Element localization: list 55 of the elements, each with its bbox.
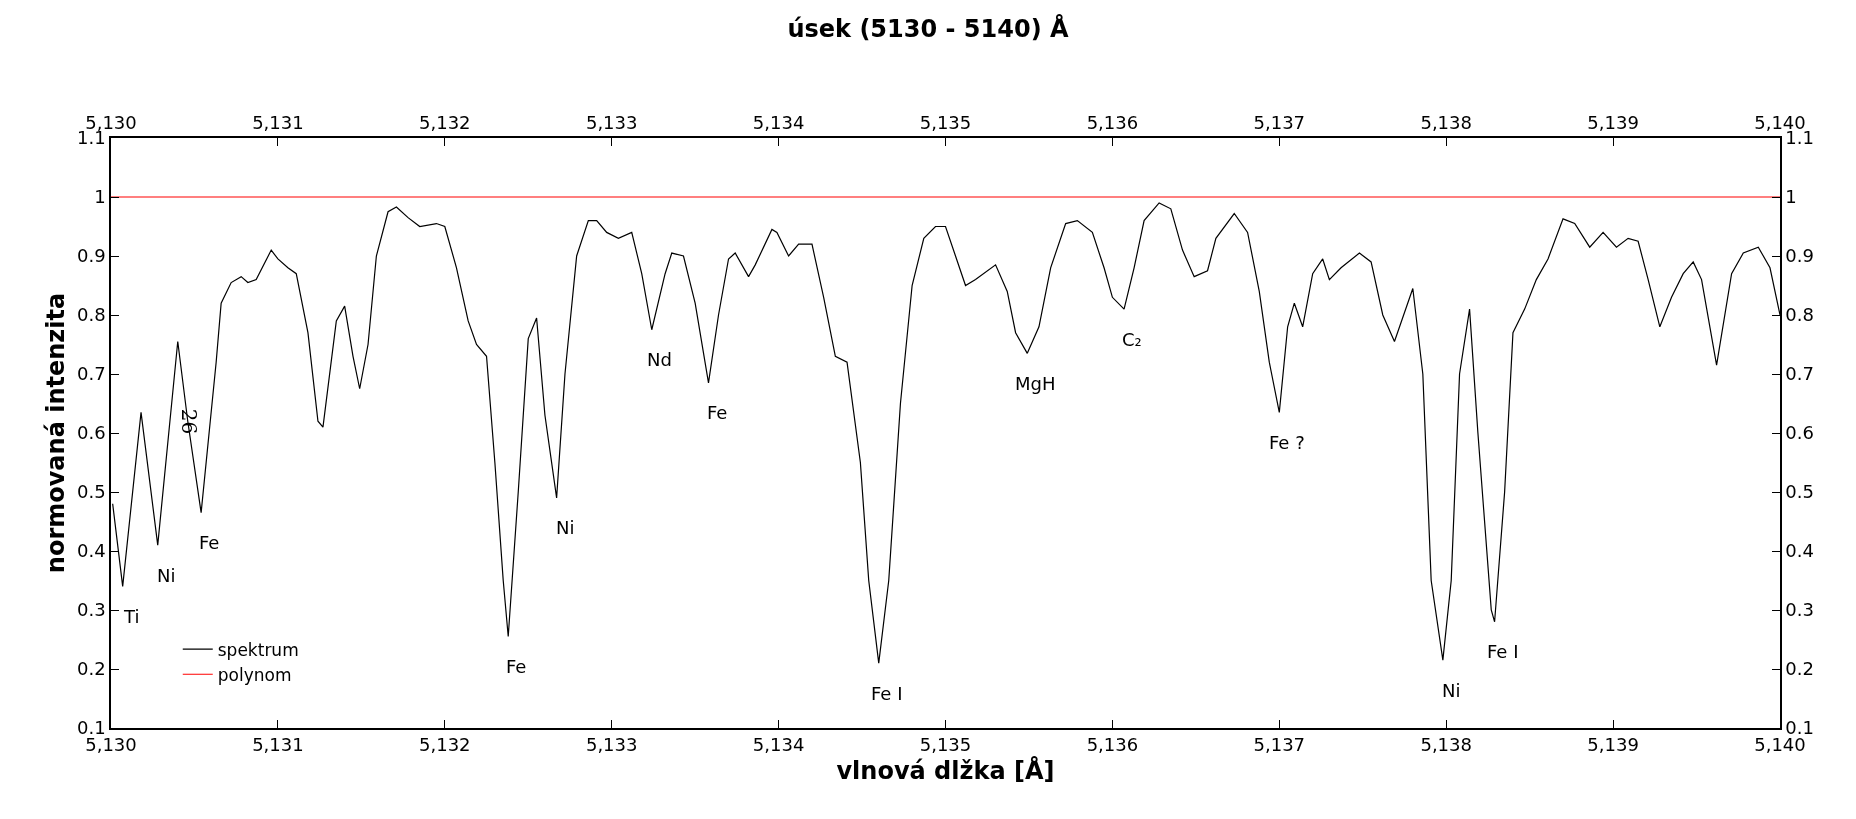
x-tick-label: 5,131 <box>252 112 304 134</box>
x-axis-title: vlnová dlžka [Å] <box>836 756 1055 786</box>
annotation: Ti <box>123 606 140 627</box>
y-tick-label: 0.7 <box>77 363 106 385</box>
annotation: Fe <box>506 656 527 677</box>
legend-label: spektrum <box>217 639 299 660</box>
x2-tick-label: 5,137 <box>1253 734 1306 756</box>
annotation: Nd <box>647 349 672 370</box>
y2-tick-label: 0.3 <box>1785 599 1814 621</box>
x2-tick-label: 5,132 <box>419 734 471 756</box>
x-tick-label: 5,133 <box>585 112 638 134</box>
y2-tick-label: 0.9 <box>1785 245 1814 267</box>
y-tick-label: 0.9 <box>77 245 106 267</box>
chart-title: úsek (5130 - 5140) Å <box>787 14 1069 44</box>
annotation: MgH <box>1015 373 1056 394</box>
x-tick-label: 5,138 <box>1420 112 1472 134</box>
annotation: Fe <box>199 532 220 553</box>
x2-tick-label: 5,134 <box>752 734 805 756</box>
y2-tick-label: 0.6 <box>1785 422 1814 444</box>
annotation: Fe I <box>871 683 903 704</box>
y-tick-label: 0.4 <box>77 540 106 562</box>
x-tick-label: 5,136 <box>1086 112 1139 134</box>
legend-label: polynom <box>217 664 292 685</box>
annotation: Ni <box>157 565 176 586</box>
annotation: Ni <box>1442 680 1461 701</box>
annotation: 26 <box>176 408 201 435</box>
y-axis-title: normovaná intenzita <box>41 292 70 574</box>
x-tick-label: 5,134 <box>752 112 805 134</box>
y2-tick-label: 1 <box>1785 186 1797 208</box>
x2-tick-label: 5,131 <box>252 734 304 756</box>
x2-tick-label: 5,133 <box>585 734 638 756</box>
y2-tick-label: 0.7 <box>1785 363 1814 385</box>
y2-tick-label: 0.8 <box>1785 304 1814 326</box>
x2-tick-label: 5,135 <box>919 734 972 756</box>
x2-tick-label: 5,136 <box>1086 734 1139 756</box>
y-tick-label: 0.5 <box>77 481 106 503</box>
y-tick-label: 1 <box>94 186 106 208</box>
y-tick-label: 0.2 <box>77 658 106 680</box>
annotation: Fe I <box>1487 641 1519 662</box>
y2-tick-label: 0.5 <box>1785 481 1814 503</box>
x2-tick-label: 5,138 <box>1420 734 1472 756</box>
x-tick-label: 5,132 <box>419 112 471 134</box>
y2-tick-label: 0.2 <box>1785 658 1814 680</box>
y-tick-label: 0.3 <box>77 599 106 621</box>
y-tick-label: 0.8 <box>77 304 106 326</box>
x-tick-label: 5,139 <box>1587 112 1639 134</box>
y-tick-label: 0.6 <box>77 422 106 444</box>
annotation: Fe <box>707 402 728 423</box>
y2-tick-label: 0.4 <box>1785 540 1814 562</box>
annotation: Fe ? <box>1269 432 1305 453</box>
annotation: Ni <box>556 517 575 538</box>
x2-tick-label: 5,139 <box>1587 734 1639 756</box>
x-tick-label: 5,137 <box>1253 112 1306 134</box>
x-tick-label: 5,135 <box>919 112 972 134</box>
annotation: C₂ <box>1122 329 1142 350</box>
